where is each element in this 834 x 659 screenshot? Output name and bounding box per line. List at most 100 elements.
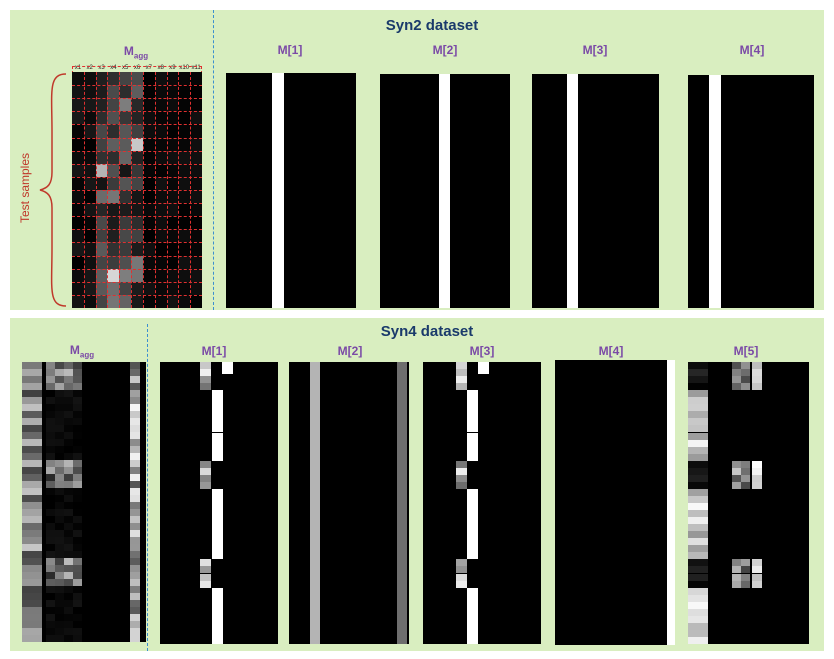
heatmap-cell	[142, 176, 155, 190]
heatmap-cell	[154, 111, 167, 125]
heatmap-cell	[55, 390, 64, 397]
heatmap-cell	[752, 376, 762, 384]
heatmap-cell	[73, 530, 82, 537]
heatmap-cell	[83, 268, 96, 282]
heatmap-cell	[467, 446, 478, 454]
heatmap-cell	[130, 453, 140, 460]
heatmap-cell	[64, 572, 73, 579]
heatmap-cell	[130, 474, 140, 481]
syn2-brace	[39, 73, 67, 307]
heatmap-cell	[22, 579, 42, 586]
heatmap-cell	[467, 510, 478, 518]
heatmap-cell	[154, 190, 167, 204]
heatmap-cell	[22, 537, 42, 544]
heatmap-cell	[73, 432, 82, 439]
heatmap-cell	[752, 559, 762, 567]
heatmap-cell	[741, 460, 750, 468]
heatmap-cell	[178, 150, 191, 164]
heatmap-cell	[688, 531, 708, 539]
heatmap-cell	[688, 495, 708, 503]
heatmap-cell	[55, 635, 64, 642]
heatmap-cell	[107, 294, 120, 308]
heatmap-cell	[688, 622, 708, 630]
heatmap-cell	[95, 216, 108, 230]
heatmap-cell	[46, 453, 55, 460]
heatmap-cell	[190, 124, 202, 138]
heatmap-cell	[178, 111, 191, 125]
syn2-m3-label: M[3]	[582, 43, 608, 57]
heatmap-cell	[456, 362, 467, 370]
grid-line	[72, 163, 202, 165]
heatmap-cell	[55, 530, 64, 537]
heatmap-cell	[55, 369, 64, 376]
heatmap-cell	[95, 281, 108, 295]
heatmap-cell	[119, 294, 132, 308]
heatmap-cell	[119, 137, 132, 151]
heatmap-cell	[119, 268, 132, 282]
heatmap-cell	[107, 124, 120, 138]
heatmap-cell	[212, 397, 223, 405]
heatmap-cell	[212, 432, 223, 440]
grid-line	[119, 72, 121, 308]
grid-line	[72, 98, 202, 100]
heatmap-cell	[154, 242, 167, 256]
heatmap-cell	[154, 98, 167, 112]
heatmap-cell	[46, 418, 55, 425]
heatmap-cell	[130, 558, 140, 565]
heatmap-cell	[212, 390, 223, 398]
heatmap-cell	[72, 242, 84, 256]
grid-line	[72, 124, 202, 126]
heatmap-cell	[200, 460, 211, 468]
heatmap-cell	[154, 85, 167, 99]
heatmap-cell	[64, 614, 73, 621]
grid-line	[131, 72, 133, 308]
heatmap-cell	[95, 137, 108, 151]
heatmap-cell	[741, 376, 750, 384]
heatmap-cell	[46, 446, 55, 453]
heatmap-cell	[212, 404, 223, 412]
heatmap-cell	[178, 85, 191, 99]
heatmap-cell	[212, 545, 223, 553]
syn2-magg-label: Magg	[123, 44, 149, 61]
heatmap-cell	[688, 390, 708, 398]
heatmap-cell	[190, 268, 202, 282]
heatmap-cell	[131, 281, 143, 295]
heatmap-cell	[688, 467, 708, 475]
heatmap-cell	[46, 579, 55, 586]
heatmap-cell	[467, 608, 478, 616]
heatmap-cell	[107, 203, 120, 217]
heatmap-cell	[741, 383, 750, 391]
heatmap-cell	[131, 150, 143, 164]
heatmap-cell	[732, 362, 741, 370]
heatmap-cell	[467, 425, 478, 433]
heatmap-cell	[456, 481, 467, 489]
heatmap-cell	[83, 111, 96, 125]
heatmap-cell	[22, 544, 42, 551]
heatmap-cell	[107, 98, 120, 112]
syn4-m2-label: M[2]	[337, 344, 363, 358]
heatmap-cell	[119, 72, 132, 86]
heatmap-cell	[64, 579, 73, 586]
heatmap-cell	[119, 255, 132, 269]
grid-line	[166, 72, 168, 308]
heatmap-cell	[178, 216, 191, 230]
heatmap-cell	[119, 242, 132, 256]
heatmap-cell	[190, 242, 202, 256]
heatmap-cell	[64, 621, 73, 628]
heatmap-cell	[55, 362, 64, 369]
heatmap-cell	[142, 242, 155, 256]
heatmap-cell	[55, 453, 64, 460]
heatmap-cell	[107, 268, 120, 282]
heatmap-cell	[95, 294, 108, 308]
heatmap-cell	[688, 418, 708, 426]
syn2-test-samples-label: Test samples	[18, 152, 32, 224]
heatmap-cell	[22, 488, 42, 495]
heatmap-cell	[64, 537, 73, 544]
heatmap-cell	[467, 601, 478, 609]
heatmap-cell	[166, 150, 179, 164]
heatmap-cell	[46, 495, 55, 502]
heatmap-cell	[73, 404, 82, 411]
heatmap-cell	[55, 481, 64, 488]
heatmap-cell	[178, 163, 191, 177]
heatmap-cell	[688, 397, 708, 405]
